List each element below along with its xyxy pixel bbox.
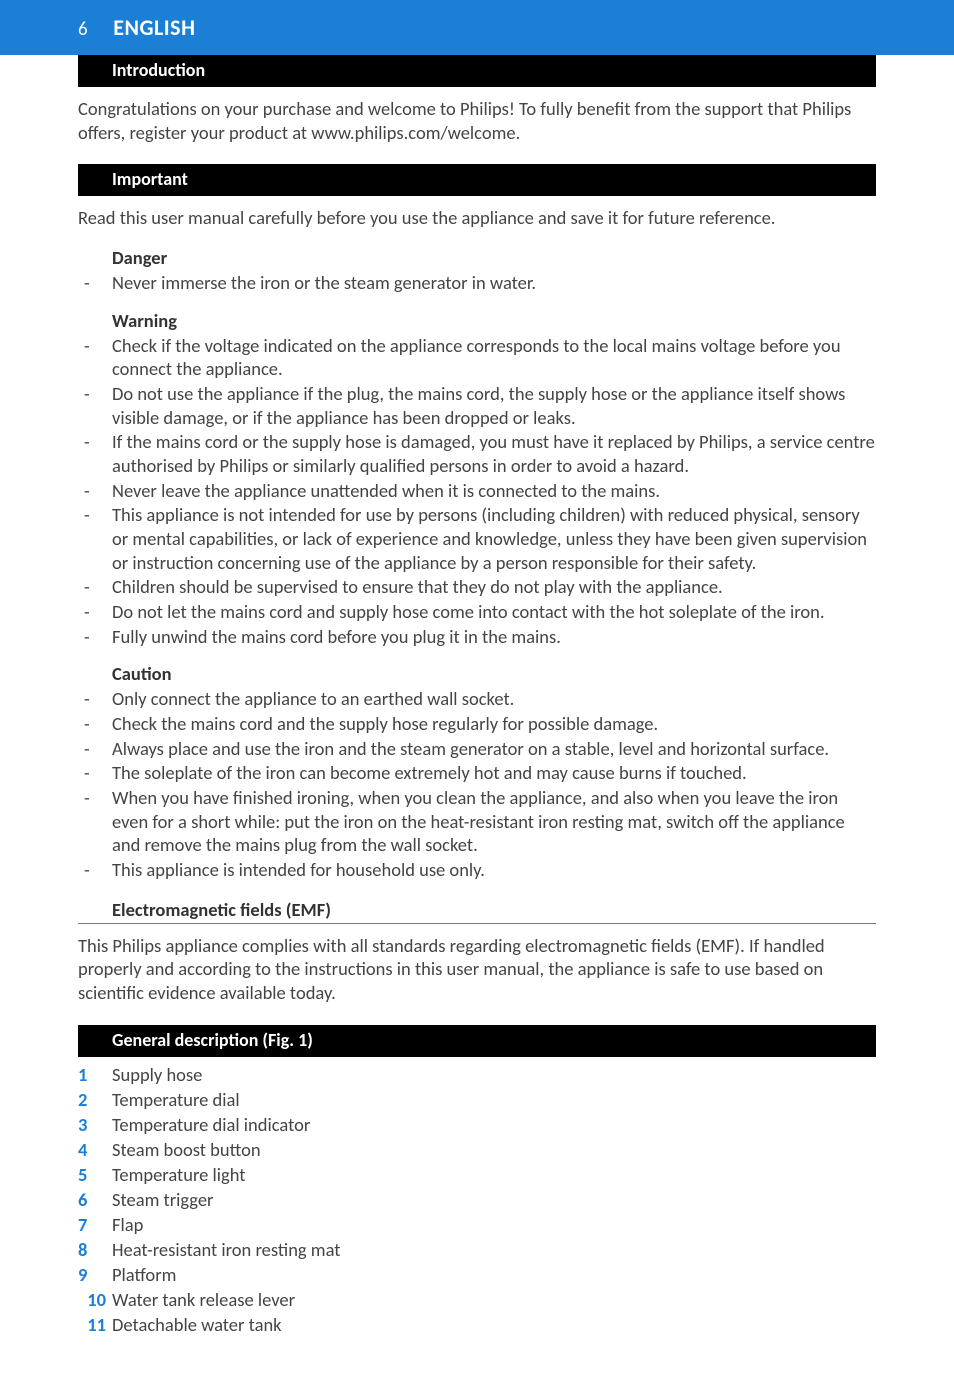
list-item: Only connect the appliance to an earthed…	[78, 687, 876, 711]
list-item: Check if the voltage indicated on the ap…	[78, 334, 876, 381]
item-number: 3	[78, 1113, 106, 1138]
list-item: 7 Flap	[78, 1213, 876, 1238]
item-number: 6	[78, 1188, 106, 1213]
list-item: 10Water tank release lever	[78, 1288, 876, 1313]
list-item: 1 Supply hose	[78, 1063, 876, 1088]
page-content: Introduction Congratulations on your pur…	[0, 55, 954, 1377]
page-number: 6	[78, 18, 88, 41]
caution-heading: Caution	[78, 662, 876, 685]
list-item: This appliance is intended for household…	[78, 858, 876, 882]
item-number: 11	[69, 1313, 106, 1338]
item-label: Platform	[112, 1263, 176, 1286]
item-label: Flap	[112, 1213, 143, 1236]
item-number: 7	[78, 1213, 106, 1238]
item-number: 8	[78, 1238, 106, 1263]
list-item: When you have finished ironing, when you…	[78, 786, 876, 857]
list-item: 11Detachable water tank	[78, 1313, 876, 1338]
list-item: 8 Heat-resistant iron resting mat	[78, 1238, 876, 1263]
item-number: 4	[78, 1138, 106, 1163]
list-item: 3 Temperature dial indicator	[78, 1113, 876, 1138]
list-item: Do not use the appliance if the plug, th…	[78, 382, 876, 429]
item-label: Supply hose	[112, 1063, 202, 1086]
item-label: Steam trigger	[112, 1188, 214, 1211]
warning-heading: Warning	[78, 309, 876, 332]
item-label: Steam boost button	[112, 1138, 261, 1161]
item-label: Heat-resistant iron resting mat	[112, 1238, 340, 1261]
list-item: Fully unwind the mains cord before you p…	[78, 625, 876, 649]
important-body: Read this user manual carefully before y…	[78, 196, 876, 232]
item-number: 10	[69, 1288, 106, 1313]
list-item: This appliance is not intended for use b…	[78, 503, 876, 574]
list-item: 5 Temperature light	[78, 1163, 876, 1188]
danger-list: Never immerse the iron or the steam gene…	[78, 271, 876, 295]
section-intro-title: Introduction	[78, 55, 876, 87]
section-general-title: General description (Fig. 1)	[78, 1025, 876, 1057]
list-item: 9 Platform	[78, 1263, 876, 1288]
danger-heading: Danger	[78, 246, 876, 269]
intro-body: Congratulations on your purchase and wel…	[78, 87, 876, 146]
item-label: Temperature dial indicator	[112, 1113, 310, 1136]
item-label: Temperature dial	[112, 1088, 240, 1111]
list-item: 4 Steam boost button	[78, 1138, 876, 1163]
item-number: 1	[78, 1063, 106, 1088]
list-item: Always place and use the iron and the st…	[78, 737, 876, 761]
item-number: 9	[78, 1263, 106, 1288]
item-label: Water tank release lever	[112, 1288, 295, 1311]
item-label: Detachable water tank	[112, 1313, 282, 1336]
warning-list: Check if the voltage indicated on the ap…	[78, 334, 876, 649]
list-item: If the mains cord or the supply hose is …	[78, 430, 876, 477]
item-number: 2	[78, 1088, 106, 1113]
page-header: 6 ENGLISH	[0, 0, 954, 55]
item-number: 5	[78, 1163, 106, 1188]
list-item: Children should be supervised to ensure …	[78, 575, 876, 599]
general-list: 1 Supply hose 2 Temperature dial 3 Temperatur…	[78, 1063, 876, 1338]
list-item: 2 Temperature dial	[78, 1088, 876, 1113]
item-label: Temperature light	[112, 1163, 246, 1186]
list-item: Never immerse the iron or the steam gene…	[78, 271, 876, 295]
section-important-title: Important	[78, 164, 876, 196]
emf-body: This Philips appliance complies with all…	[78, 932, 876, 1007]
list-item: The soleplate of the iron can become ext…	[78, 761, 876, 785]
caution-list: Only connect the appliance to an earthed…	[78, 687, 876, 881]
list-item: Do not let the mains cord and supply hos…	[78, 600, 876, 624]
emf-heading: Electromagnetic fields (EMF)	[78, 898, 876, 924]
list-item: 6 Steam trigger	[78, 1188, 876, 1213]
language-label: ENGLISH	[113, 14, 195, 41]
list-item: Check the mains cord and the supply hose…	[78, 712, 876, 736]
list-item: Never leave the appliance unattended whe…	[78, 479, 876, 503]
